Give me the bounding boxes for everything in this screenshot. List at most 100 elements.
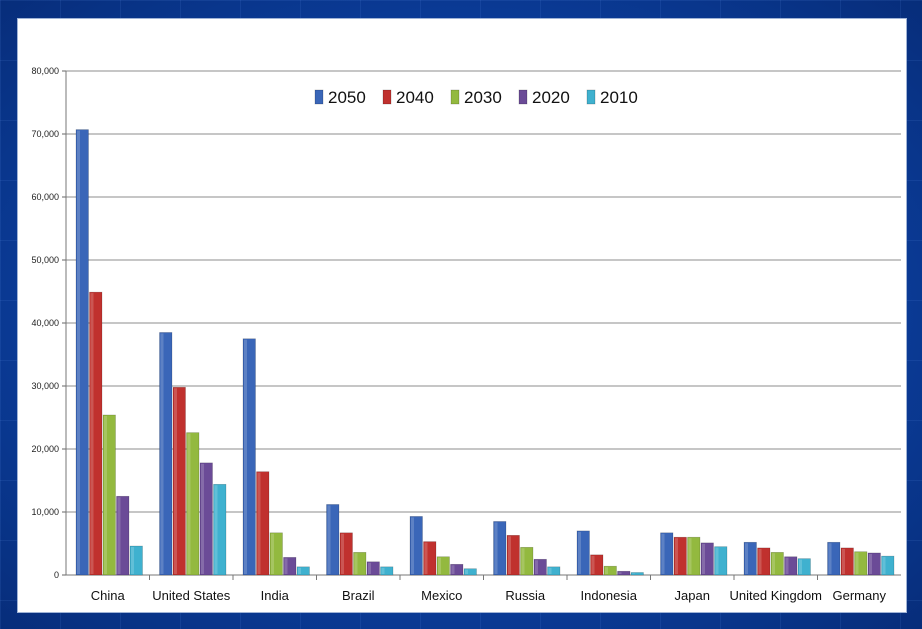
- bar-chart: 0 10,000 20,000 30,000 40,000 50,000 60,000 70,…: [31, 66, 901, 603]
- bar-2010-united-kingdom: [797, 558, 811, 576]
- bar-2010-united-states: [213, 483, 227, 576]
- y-tick-label: 20,000: [31, 444, 59, 454]
- bar-2010-indonesia: [630, 572, 644, 576]
- bar-2030-china: [102, 414, 116, 576]
- legend-label-2030: 2030: [464, 88, 502, 107]
- bar-highlight: [201, 463, 204, 574]
- bar-2030-india: [269, 532, 283, 576]
- bar-highlight: [494, 522, 498, 574]
- bar-highlight: [411, 517, 414, 574]
- bar-2040-united-kingdom: [757, 547, 771, 576]
- bar-highlight: [578, 531, 581, 574]
- legend-swatch-2010: [586, 89, 596, 105]
- bar-highlight: [605, 567, 608, 574]
- legend-label-2010: 2010: [600, 88, 638, 107]
- x-category-label: Indonesia: [581, 588, 638, 603]
- bar-highlight: [187, 433, 191, 574]
- bar-highlight: [424, 542, 428, 574]
- bar-highlight: [828, 543, 832, 574]
- bar-highlight: [548, 567, 552, 574]
- x-category-label: Germany: [833, 588, 887, 603]
- y-tick-label: 60,000: [31, 192, 59, 202]
- bar-highlight: [284, 558, 288, 574]
- bar-2020-russia: [533, 558, 547, 576]
- bar-highlight: [160, 333, 164, 574]
- x-category-label: Russia: [505, 588, 546, 603]
- bar-2020-united-states: [199, 462, 213, 576]
- y-tick-label: 50,000: [31, 255, 59, 265]
- bar-highlight: [381, 567, 385, 574]
- bar-highlight: [632, 573, 635, 574]
- bar-highlight: [688, 538, 692, 574]
- bar-highlight: [772, 553, 775, 574]
- bar-highlight: [842, 548, 845, 574]
- bar-2050-mexico: [409, 516, 423, 576]
- bar-2020-united-kingdom: [784, 556, 798, 576]
- bar-highlight: [354, 553, 358, 574]
- bar-highlight: [341, 533, 344, 574]
- bar-2050-brazil: [326, 504, 340, 576]
- bar-2050-indonesia: [576, 530, 590, 576]
- bar-2010-mexico: [463, 568, 477, 576]
- bar-highlight: [799, 559, 802, 574]
- bar-2050-india: [242, 338, 256, 576]
- bar-2030-united-states: [186, 432, 200, 576]
- bar-2010-india: [296, 566, 310, 576]
- bar-2030-russia: [520, 546, 534, 576]
- bar-highlight: [855, 552, 859, 574]
- bar-highlight: [508, 536, 511, 574]
- bar-highlight: [327, 505, 331, 574]
- y-tick-label: 0: [54, 570, 59, 580]
- bar-highlight: [758, 548, 762, 574]
- bar-2010-russia: [547, 566, 561, 576]
- bar-highlight: [438, 557, 441, 574]
- x-category-label: India: [261, 588, 290, 603]
- bar-2030-mexico: [436, 556, 450, 576]
- x-category-label: Japan: [675, 588, 710, 603]
- y-tick-label: 80,000: [31, 66, 59, 76]
- bar-highlight: [368, 562, 371, 574]
- bar-highlight: [90, 293, 94, 574]
- bar-highlight: [745, 543, 748, 574]
- bar-highlight: [675, 538, 678, 574]
- bar-2020-mexico: [450, 563, 464, 576]
- bar-2020-germany: [867, 552, 881, 576]
- x-category-label: China: [91, 588, 126, 603]
- bar-highlight: [661, 533, 665, 574]
- y-tick-label: 30,000: [31, 381, 59, 391]
- bar-2010-brazil: [380, 566, 394, 576]
- bar-2050-russia: [493, 521, 507, 576]
- legend-label-2050: 2050: [328, 88, 366, 107]
- bar-highlight: [591, 555, 595, 574]
- x-category-label: Mexico: [421, 588, 462, 603]
- bar-highlight: [465, 569, 468, 574]
- bar-highlight: [214, 485, 218, 574]
- legend: 2050 2040 2030 2020 2010: [314, 88, 638, 107]
- bar-2020-japan: [700, 542, 714, 576]
- bar-2050-germany: [827, 541, 841, 576]
- legend-swatch-2040: [382, 89, 392, 105]
- bar-2050-united-kingdom: [743, 541, 757, 576]
- bar-2020-india: [283, 557, 297, 576]
- bar-highlight: [785, 557, 789, 574]
- bar-2040-china: [89, 291, 103, 576]
- bar-highlight: [244, 339, 247, 574]
- bar-highlight: [174, 388, 177, 574]
- bar-highlight: [618, 572, 622, 574]
- bar-2050-china: [75, 129, 89, 576]
- x-category-label: Brazil: [342, 588, 375, 603]
- bar-2040-russia: [506, 535, 520, 576]
- labels: 0 10,000 20,000 30,000 40,000 50,000 60,000 70,…: [31, 66, 886, 603]
- bar-highlight: [271, 533, 274, 574]
- bar-highlight: [451, 565, 455, 574]
- bar-2040-united-states: [172, 386, 186, 576]
- bar-highlight: [117, 497, 121, 574]
- bar-2030-japan: [687, 536, 701, 576]
- bar-2010-china: [129, 545, 143, 576]
- y-tick-label: 40,000: [31, 318, 59, 328]
- bar-2040-india: [256, 471, 270, 576]
- bar-highlight: [257, 472, 261, 574]
- bar-2010-germany: [881, 555, 895, 576]
- bar-highlight: [298, 567, 301, 574]
- bar-highlight: [131, 547, 134, 574]
